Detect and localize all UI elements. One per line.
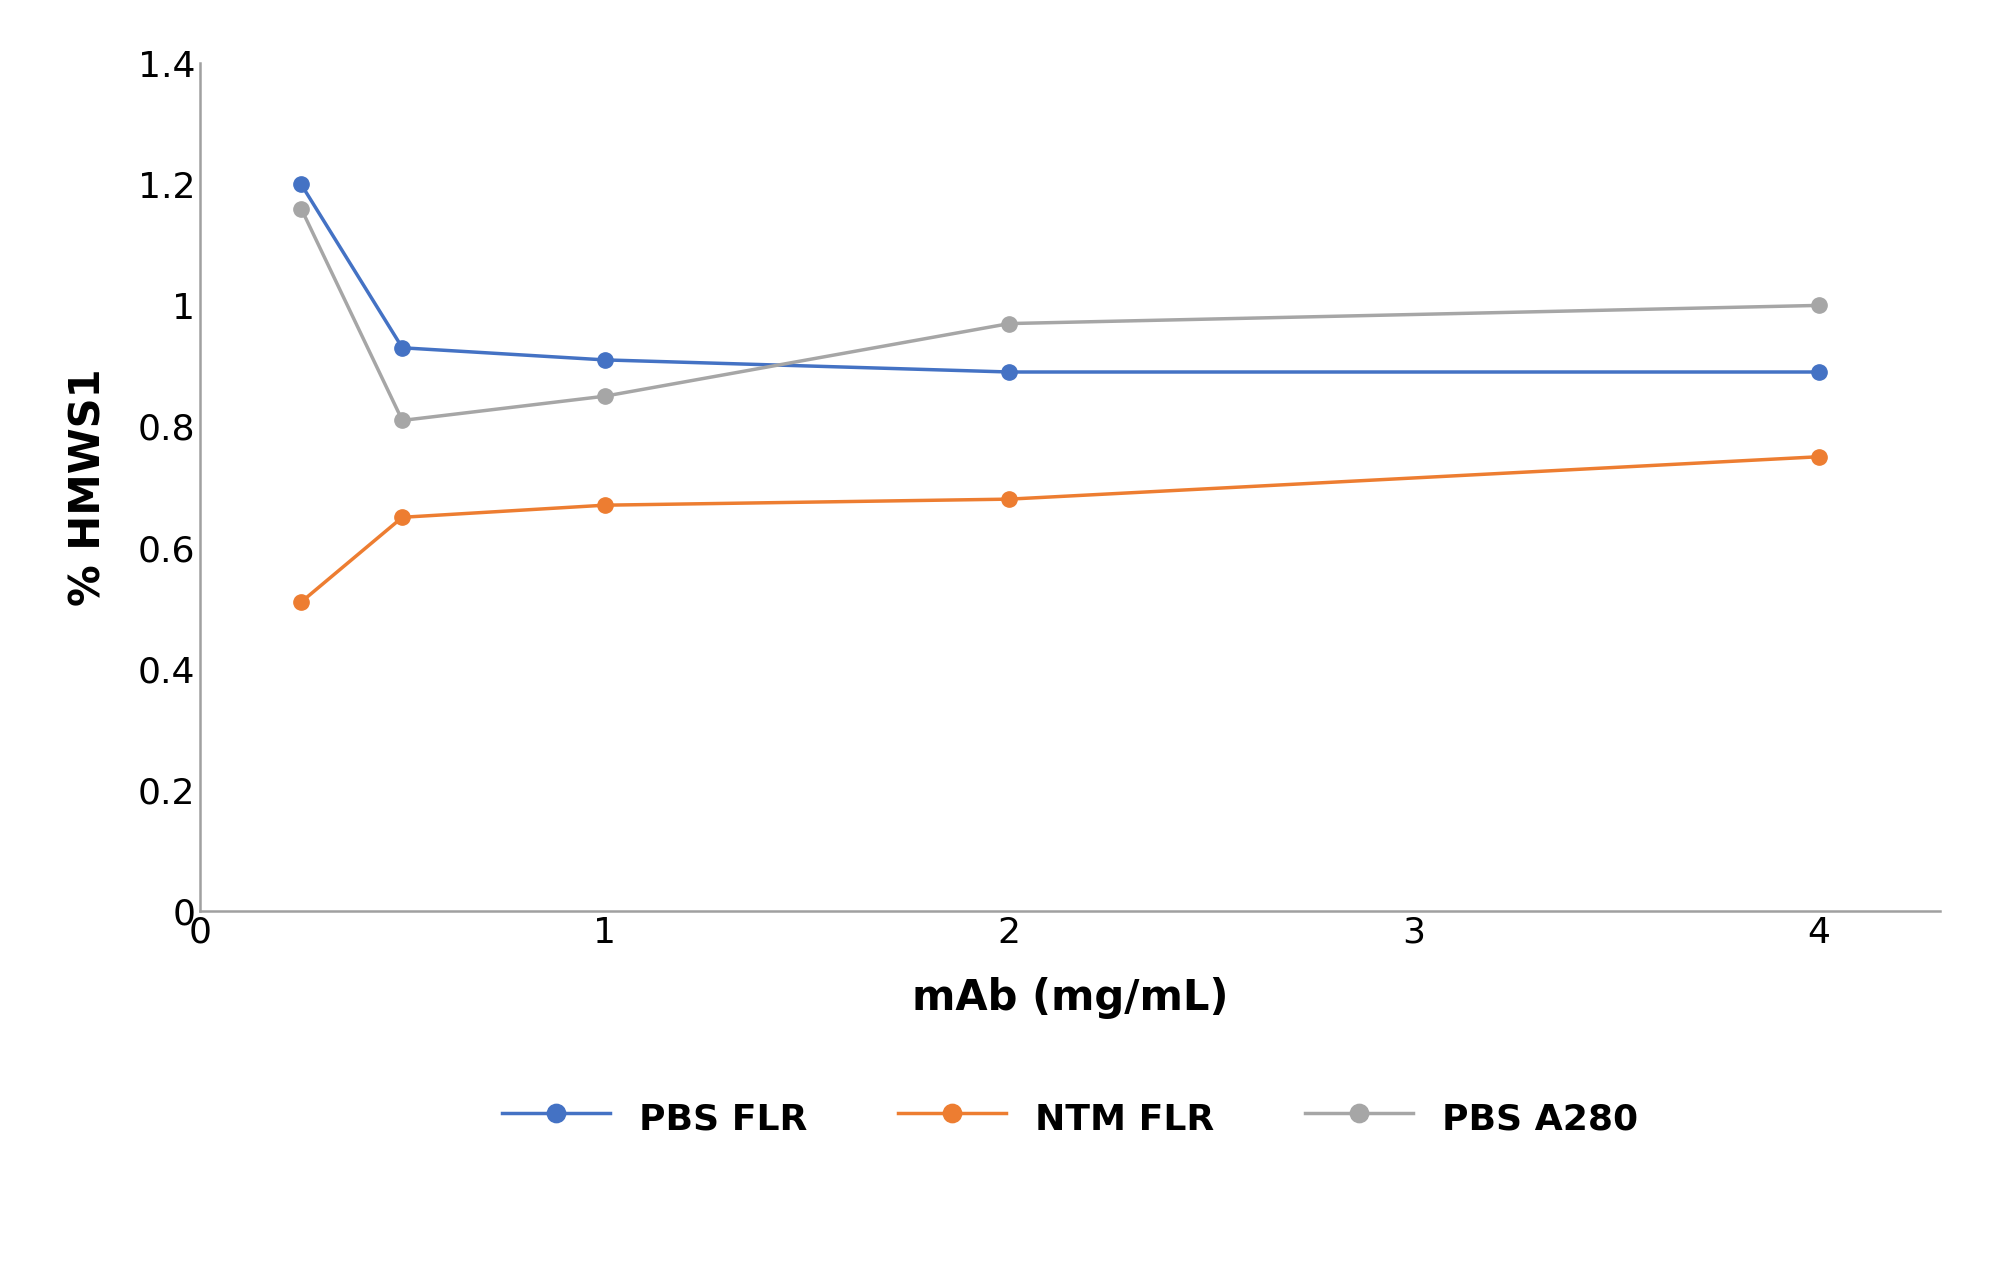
NTM FLR (592, 497, 616, 512)
PBS A280 (998, 316, 1022, 331)
X-axis label: mAb (mg/mL): mAb (mg/mL) (912, 978, 1228, 1020)
NTM FLR (290, 595, 314, 610)
NTM FLR (390, 510, 414, 525)
NTM FLR (998, 492, 1022, 507)
PBS A280 (592, 388, 616, 404)
Legend: PBS FLR, NTM FLR, PBS A280: PBS FLR, NTM FLR, PBS A280 (488, 1082, 1652, 1155)
PBS A280 (290, 201, 314, 216)
PBS FLR (1806, 364, 1830, 380)
PBS FLR (390, 340, 414, 355)
PBS FLR (592, 352, 616, 367)
Y-axis label: % HMWS1: % HMWS1 (68, 368, 110, 606)
PBS A280 (1806, 297, 1830, 312)
Line: PBS A280: PBS A280 (294, 201, 1826, 428)
PBS A280 (390, 412, 414, 428)
Line: NTM FLR: NTM FLR (294, 449, 1826, 610)
PBS FLR (998, 364, 1022, 380)
NTM FLR (1806, 449, 1830, 464)
Line: PBS FLR: PBS FLR (294, 177, 1826, 380)
PBS FLR (290, 177, 314, 192)
